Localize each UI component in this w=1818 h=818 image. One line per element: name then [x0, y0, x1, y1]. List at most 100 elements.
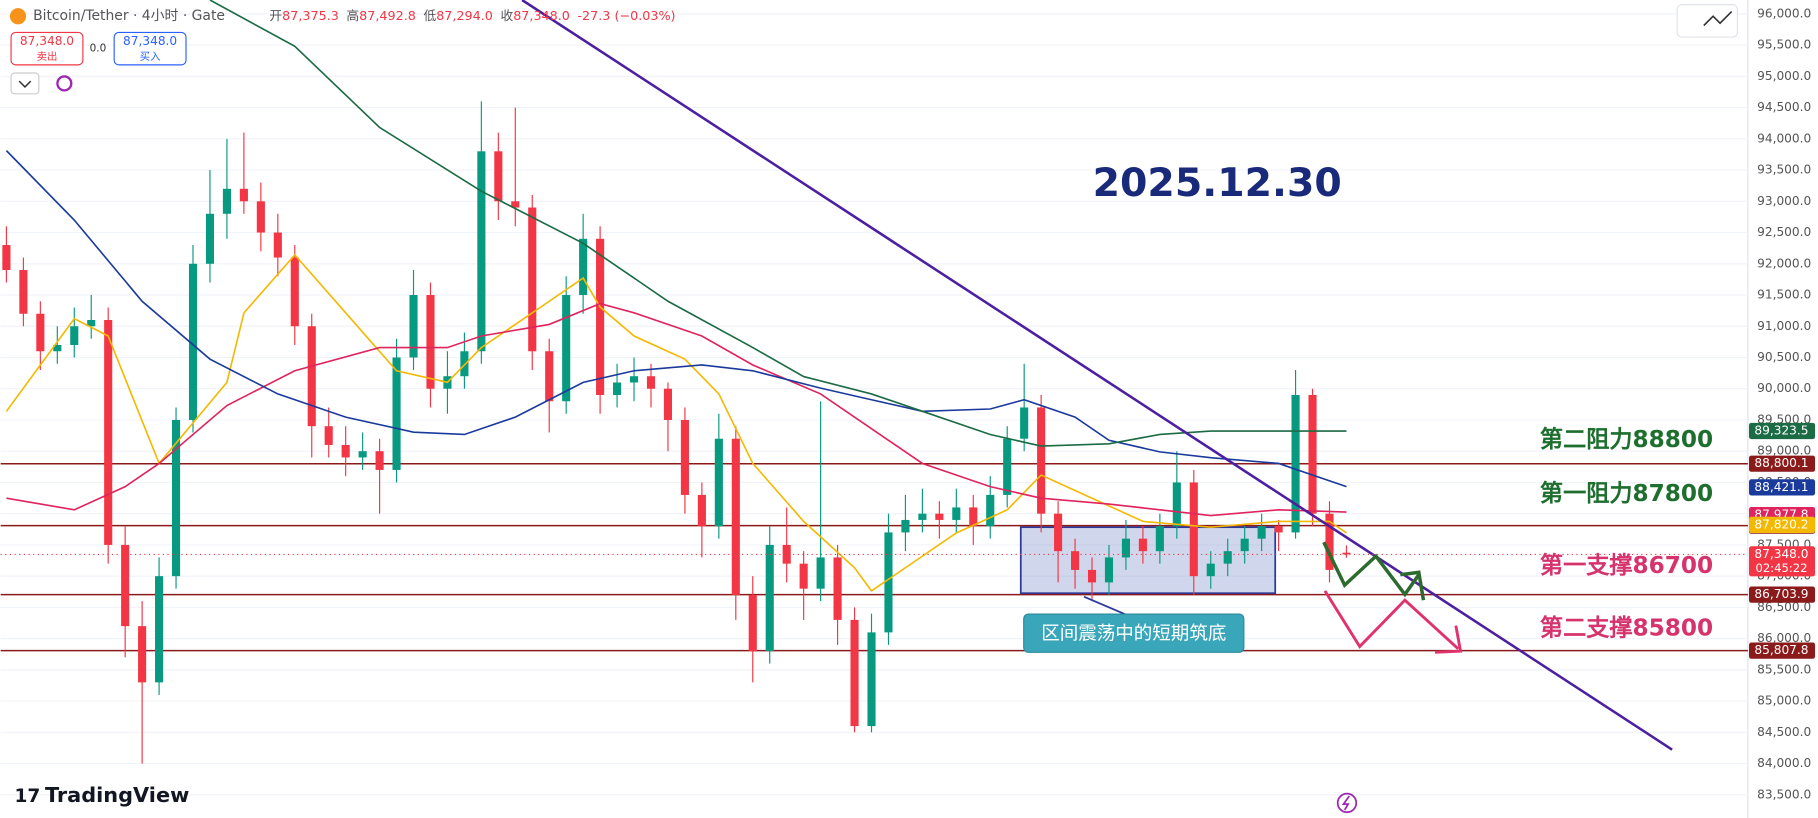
- candle-body: [528, 207, 537, 352]
- candle-body: [392, 357, 401, 470]
- ohlc-label: 低: [423, 9, 436, 24]
- sell-price: 87,348.0: [20, 34, 74, 48]
- candle-body: [1071, 551, 1080, 570]
- candle-body: [952, 507, 961, 520]
- candle-body: [562, 295, 571, 402]
- candle-body: [1189, 482, 1198, 577]
- pink-path-arrow: [1323, 590, 1460, 650]
- y-tick-label: 86,000.0: [1757, 631, 1811, 645]
- collapse-button[interactable]: [10, 72, 40, 95]
- current-tag: [1749, 546, 1816, 577]
- candle-body: [1257, 526, 1266, 539]
- candle-body: [1155, 526, 1164, 552]
- candle-body: [205, 213, 215, 264]
- candle-body: [697, 494, 706, 527]
- refresh-icon[interactable]: [56, 75, 73, 92]
- y-tick-label: 85,000.0: [1757, 694, 1811, 708]
- change: -27.3 (−0.03%): [577, 9, 675, 24]
- y-tick-label: 85,500.0: [1757, 662, 1811, 676]
- candle-body: [918, 513, 927, 520]
- candle-body: [986, 494, 995, 527]
- plot: [0, 0, 1748, 764]
- candle-body: [70, 326, 79, 345]
- annotations: 区间震荡中的短期筑底 第二阻力88800 第一阻力87800 第一支撑86700 第二支…: [1023, 426, 1713, 654]
- candle-body: [1104, 557, 1114, 583]
- candle-body: [2, 245, 11, 271]
- y-tick-label: 83,500.0: [1757, 787, 1811, 801]
- moving-average: [5, 253, 1347, 593]
- buy-button[interactable]: [113, 31, 187, 66]
- range-box: [1019, 526, 1277, 595]
- pink-arrowhead: [1434, 625, 1463, 654]
- candle-body: [663, 388, 673, 420]
- price-tag-label: 86,703.9: [1754, 587, 1808, 601]
- spread: 0.0: [90, 43, 107, 55]
- price-tag-label: 85,807.8: [1754, 643, 1808, 657]
- y-tick-label: 89,000.0: [1757, 444, 1811, 458]
- candle-body: [36, 313, 45, 352]
- grid: [0, 13, 1748, 796]
- price-axis: 83,500.0 84,000.0 84,500.0 85,000.0 85,500.0…: [1749, 6, 1816, 801]
- candle-body: [1121, 538, 1130, 558]
- candle-body: [867, 632, 876, 727]
- price-tag: [1749, 516, 1816, 534]
- candle-body: [426, 295, 435, 389]
- trendline: [521, 0, 1673, 751]
- price-tag: [1749, 642, 1816, 659]
- price-tag-label: 89,323.5: [1754, 423, 1808, 437]
- y-tick-label: 91,000.0: [1757, 319, 1811, 333]
- price-tag-label: 88,800.1: [1754, 456, 1808, 470]
- y-tick-label: 86,500.0: [1757, 600, 1811, 614]
- sell-label: 卖出: [37, 50, 58, 63]
- candle-body: [290, 257, 299, 327]
- candle-body: [409, 295, 418, 358]
- candle-body: [171, 419, 181, 577]
- y-tick-label: 91,500.0: [1757, 288, 1811, 302]
- bolt: [1341, 795, 1350, 811]
- ohlc-value: 87,375.3: [282, 9, 339, 24]
- candle-body: [1003, 438, 1012, 495]
- candle-body: [358, 451, 367, 458]
- candle-body: [222, 188, 231, 214]
- candle-body: [307, 326, 316, 427]
- candle-body: [188, 263, 198, 420]
- ohlc-label: 收: [500, 9, 513, 24]
- candle-body: [1291, 394, 1300, 533]
- y-tick-label: 93,000.0: [1757, 194, 1811, 208]
- price-tag-label: 87,820.2: [1754, 517, 1808, 531]
- tool-button[interactable]: [1676, 4, 1739, 38]
- ohlc-label: 开: [269, 9, 282, 24]
- candle-body: [714, 438, 723, 527]
- candle-body: [1138, 538, 1147, 552]
- y-tick-label: 84,500.0: [1757, 725, 1811, 739]
- y-tick-label: 92,500.0: [1757, 225, 1811, 239]
- candle-body: [477, 151, 486, 352]
- candle-body: [935, 513, 944, 520]
- alert-icon[interactable]: [1336, 792, 1358, 814]
- buy-label: 买入: [140, 51, 161, 63]
- candle-body: [596, 238, 605, 395]
- brand-mark: 17: [15, 785, 41, 806]
- ohlc-value: 87,492.8: [359, 9, 416, 24]
- candle-body: [799, 563, 808, 589]
- candle-body: [460, 351, 469, 377]
- y-tick-label: 94,500.0: [1757, 100, 1811, 114]
- sell-button[interactable]: [10, 31, 84, 66]
- candle-body: [53, 344, 62, 352]
- candle-body: [765, 544, 774, 652]
- candle-body: [1274, 526, 1283, 533]
- annotation: 第一阻力87800: [1540, 480, 1713, 507]
- price-tag: [1749, 586, 1816, 603]
- candle-body: [1308, 394, 1317, 514]
- green-arrowhead: [1400, 570, 1426, 601]
- moving-average: [6, 302, 1347, 517]
- y-tick-label: 93,500.0: [1757, 163, 1811, 177]
- callout-text: 区间震荡中的短期筑底: [1041, 623, 1226, 644]
- annotation: 第一支撑86700: [1540, 552, 1713, 579]
- candle-body: [121, 544, 130, 627]
- y-tick-label: 92,000.0: [1757, 256, 1811, 270]
- y-tick-label: 96,000.0: [1757, 6, 1811, 20]
- candle-body: [613, 382, 622, 395]
- candle-body: [850, 619, 859, 727]
